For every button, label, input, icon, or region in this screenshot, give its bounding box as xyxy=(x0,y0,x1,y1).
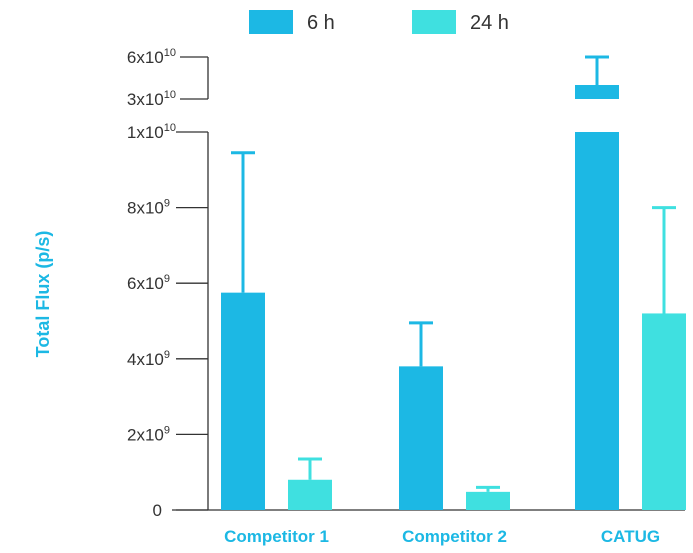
y-tick-label: 4x109 xyxy=(127,349,170,369)
y-tick-label: 6x109 xyxy=(127,273,170,293)
legend-swatch xyxy=(412,10,456,34)
bar-6h-2-upper xyxy=(575,85,619,99)
legend: 6 h 24 h xyxy=(249,10,509,34)
legend-swatch xyxy=(249,10,293,34)
y-tick-label: 8x109 xyxy=(127,198,170,218)
legend-label: 24 h xyxy=(470,12,509,34)
y-axis-label: Total Flux (p/s) xyxy=(33,231,53,358)
x-axis-labels: Competitor 1 Competitor 2 CATUG xyxy=(224,527,660,546)
legend-label: 6 h xyxy=(307,12,335,34)
bar-6h-0 xyxy=(221,292,265,510)
bar-24h-0 xyxy=(288,479,332,510)
bar-24h-1 xyxy=(466,491,510,510)
y-tick-label: 0 xyxy=(153,501,162,520)
y-tick-label: 2x109 xyxy=(127,424,170,444)
y-tick-label: 3x1010 xyxy=(127,89,176,109)
bar-6h-2-lower xyxy=(575,132,619,510)
y-tick-label: 1x1010 xyxy=(127,122,176,142)
y-tick-label: 6x1010 xyxy=(127,47,176,67)
x-category-label: Competitor 1 xyxy=(224,527,329,546)
y-axis: 0 2x109 4x109 6x109 8x109 1x1010 3x1010 6x1010 xyxy=(127,47,685,520)
x-category-label: CATUG xyxy=(601,527,660,546)
bar-6h-1 xyxy=(399,366,443,510)
bar-24h-2 xyxy=(642,313,686,510)
x-category-label: Competitor 2 xyxy=(402,527,507,546)
bars xyxy=(221,55,686,510)
